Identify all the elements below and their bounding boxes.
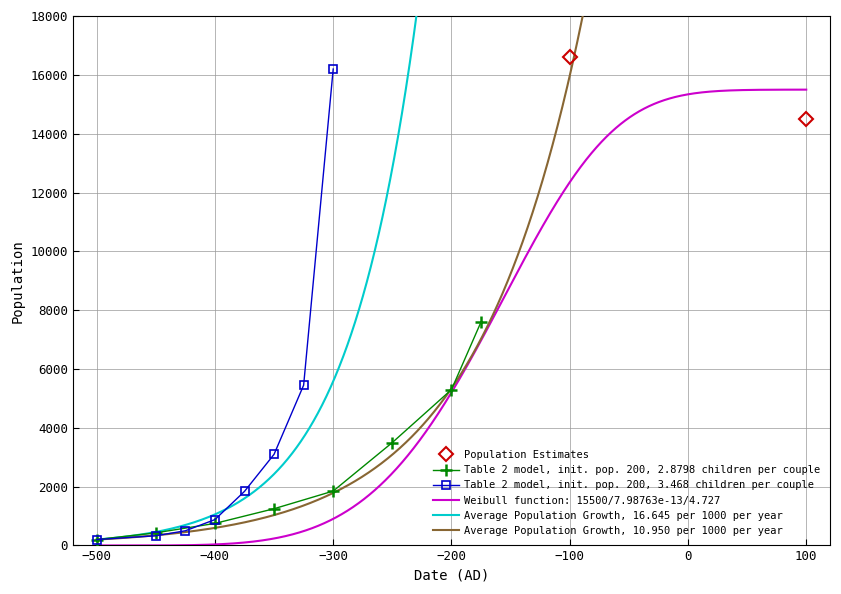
Legend: Population Estimates, Table 2 model, init. pop. 200, 2.8798 children per couple,: Population Estimates, Table 2 model, ini… xyxy=(429,446,825,541)
X-axis label: Date (AD): Date (AD) xyxy=(414,569,489,583)
Y-axis label: Population: Population xyxy=(11,239,25,323)
